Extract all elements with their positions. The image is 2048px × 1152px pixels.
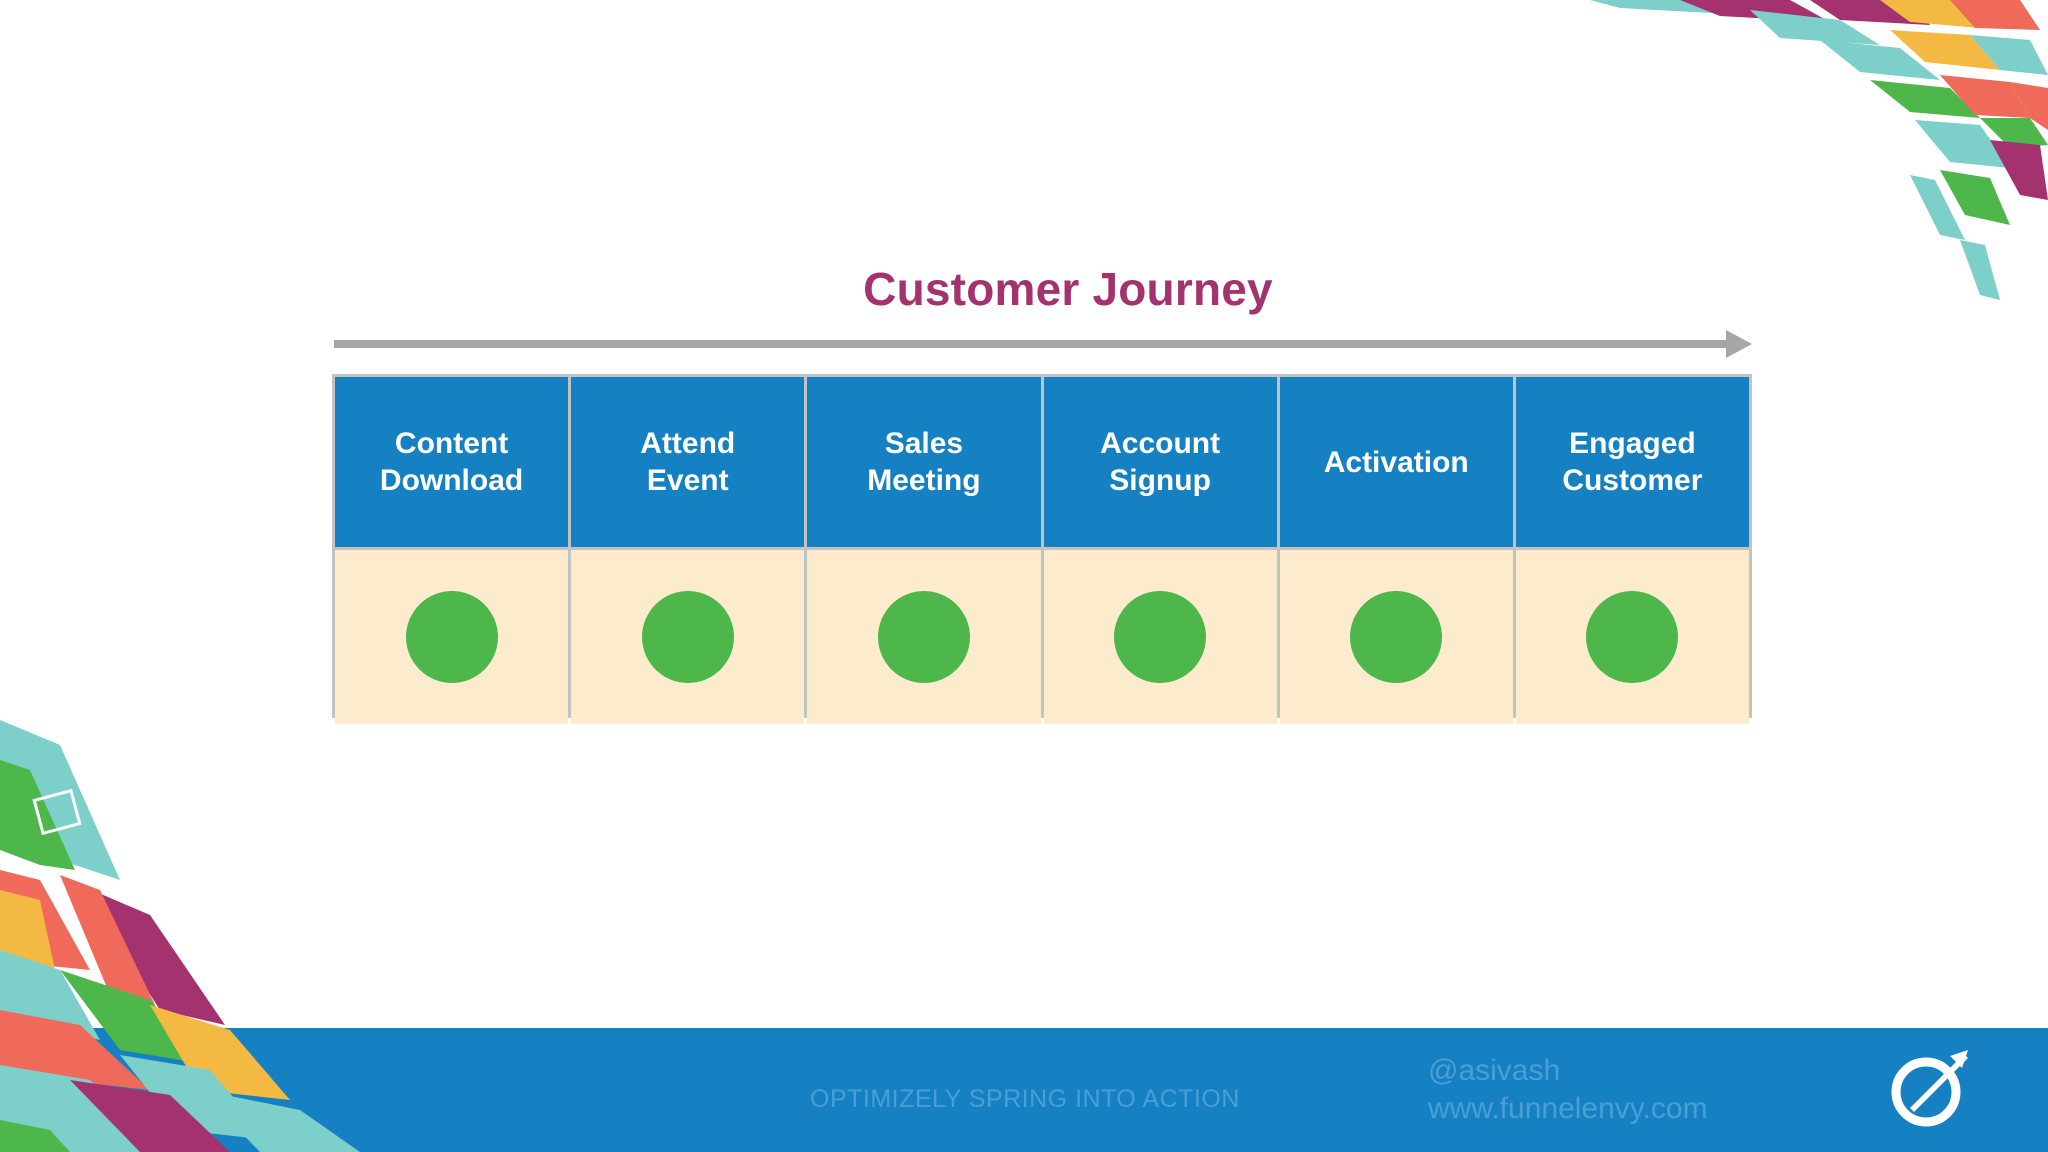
status-dot-icon <box>1350 591 1443 683</box>
stage-header-activation: Activation <box>1279 377 1513 547</box>
stage-cell <box>1515 550 1749 724</box>
twitter-handle: @asivash <box>1428 1054 1561 1087</box>
status-dot-icon <box>405 591 498 683</box>
status-dot-icon <box>1114 591 1207 683</box>
stage-cell <box>1279 550 1513 724</box>
stage-header-attend-event: Attend Event <box>571 377 805 547</box>
customer-journey-table: Content Download Attend Event Sales Meet… <box>332 374 1752 724</box>
stage-cell <box>335 550 569 724</box>
website-link[interactable]: www.funnelenvy.com <box>1428 1092 1708 1125</box>
footer-bar <box>0 1028 2048 1152</box>
footer-contact: @asivash www.funnelenvy.com <box>1428 1052 1708 1128</box>
decorative-tiles-top-right <box>1580 0 2048 320</box>
status-dot-icon <box>641 591 734 683</box>
status-dot-icon <box>1586 591 1679 683</box>
stage-header-sales-meeting: Sales Meeting <box>807 377 1041 547</box>
stage-cell <box>571 550 805 724</box>
page-title: Customer Journey <box>863 263 1273 315</box>
optimizely-logo-icon <box>1891 1050 1968 1127</box>
decorative-tiles-bottom-left <box>0 720 420 1152</box>
stage-cell <box>1043 550 1277 724</box>
stage-header-account-signup: Account Signup <box>1043 377 1277 547</box>
stage-cell <box>807 550 1041 724</box>
stage-header-engaged-customer: Engaged Customer <box>1515 377 1749 547</box>
stage-header-content-download: Content Download <box>335 377 569 547</box>
timeline-arrow-icon <box>334 330 1752 358</box>
status-dot-icon <box>877 591 970 683</box>
footer-event-name: OPTIMIZELY SPRING INTO ACTION <box>810 1085 1240 1113</box>
